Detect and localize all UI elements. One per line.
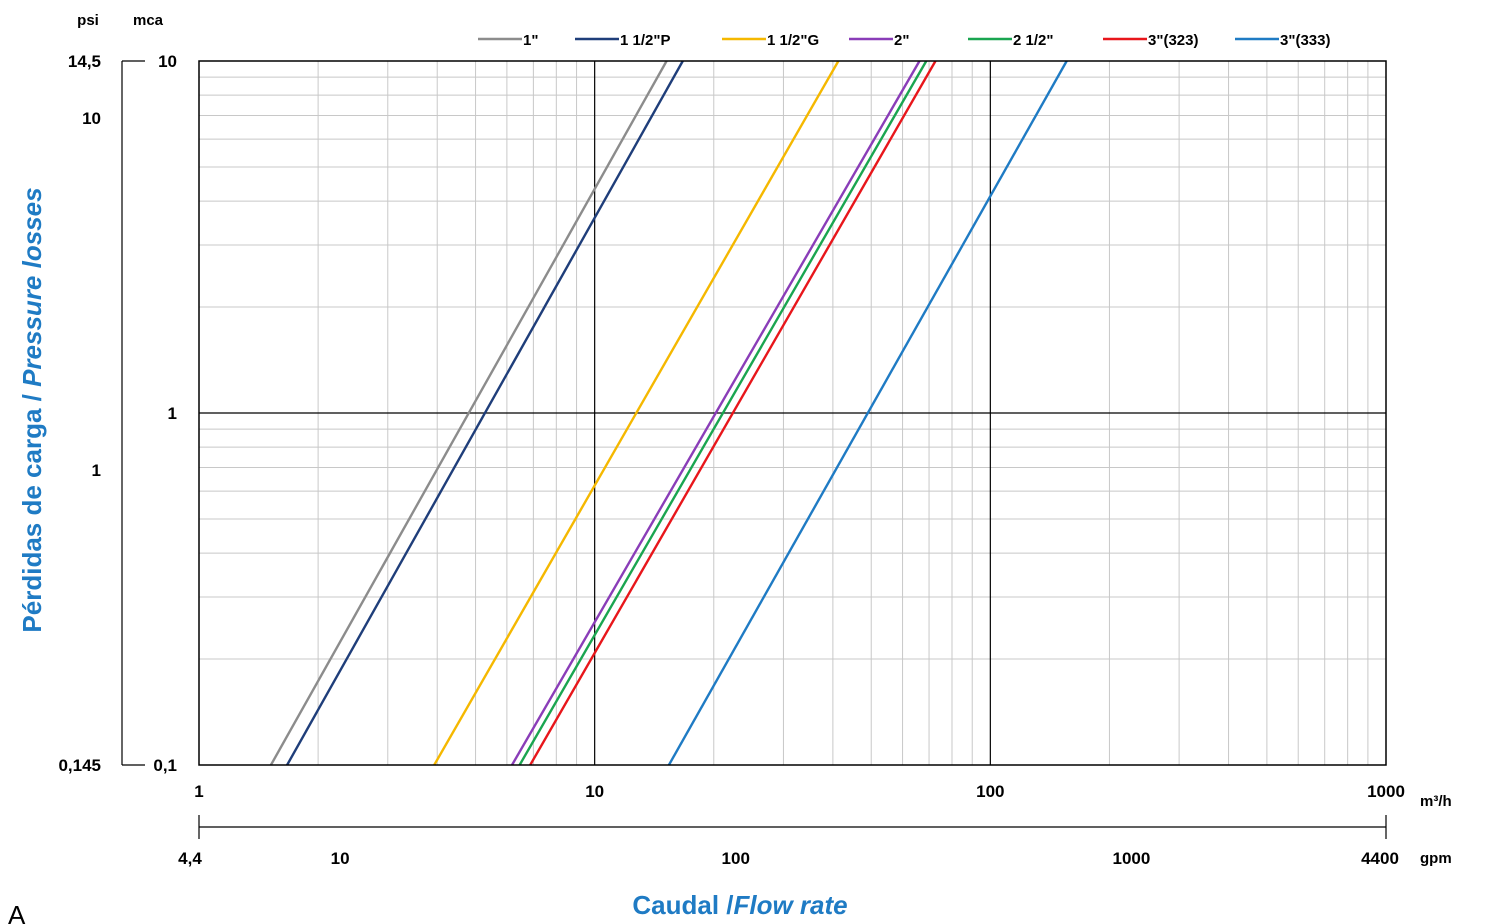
y-axis-title-es: Pérdidas de carga / bbox=[17, 387, 47, 633]
corner-mark: A bbox=[8, 900, 26, 924]
plot-frame bbox=[198, 60, 1387, 766]
legend-label: 2" bbox=[894, 32, 909, 49]
series-layer bbox=[269, 60, 1068, 766]
legend-label: 1" bbox=[523, 32, 538, 49]
x-tick-label-gpm: 4,4 bbox=[178, 849, 202, 868]
y-tick-label-psi: 0,145 bbox=[58, 756, 101, 775]
x-tick-label-m3h: 100 bbox=[976, 782, 1004, 801]
legend-label: 2 1/2" bbox=[1013, 32, 1053, 49]
grid-layer bbox=[199, 61, 1386, 765]
axis-layer: 1 10 100 1000 4,4 10 100 1000 4400 0,145 1 10 14,5 0,… bbox=[58, 52, 1404, 868]
legend-label: 1 1/2"P bbox=[620, 32, 670, 49]
y-tick-label-psi: 10 bbox=[82, 109, 101, 128]
y-right-unit-mca: mca bbox=[133, 12, 164, 29]
series-line bbox=[510, 60, 921, 766]
x-tick-label-m3h: 10 bbox=[585, 782, 604, 801]
y-tick-label-mca: 0,1 bbox=[153, 756, 177, 775]
legend-label: 3"(323) bbox=[1148, 32, 1198, 49]
x-primary-unit: m³/h bbox=[1420, 793, 1452, 810]
y-tick-label-mca: 10 bbox=[158, 52, 177, 71]
y-tick-label-mca: 1 bbox=[168, 404, 177, 423]
x-axis-title-en: Flow rate bbox=[734, 890, 848, 920]
x-tick-label-gpm: 100 bbox=[722, 849, 750, 868]
x-tick-label-m3h: 1000 bbox=[1367, 782, 1405, 801]
y-axis-title: Pérdidas de carga / Pressure losses bbox=[17, 187, 47, 632]
series-line bbox=[433, 60, 840, 766]
series-line bbox=[529, 60, 937, 766]
series-line bbox=[269, 60, 668, 766]
series-line bbox=[667, 60, 1068, 766]
x-tick-label-gpm: 1000 bbox=[1112, 849, 1150, 868]
legend-label: 1 1/2"G bbox=[767, 32, 819, 49]
series-line bbox=[518, 60, 928, 766]
x-axis-title: Caudal /Flow rate bbox=[632, 890, 847, 920]
y-tick-label-psi: 14,5 bbox=[68, 52, 101, 71]
x-axis-title-es: Caudal / bbox=[632, 890, 733, 920]
legend: 1" 1 1/2"P 1 1/2"G 2" 2 1/2" 3"(323) 3"(333) bbox=[478, 32, 1330, 49]
legend-label: 3"(333) bbox=[1280, 32, 1330, 49]
y-axis-title-en: Pressure losses bbox=[17, 187, 47, 386]
y-tick-label-psi: 1 bbox=[92, 461, 101, 480]
x-tick-label-gpm: 4400 bbox=[1361, 849, 1399, 868]
x-tick-label-m3h: 1 bbox=[194, 782, 203, 801]
x-secondary-unit: gpm bbox=[1420, 850, 1452, 867]
series-line bbox=[286, 60, 684, 766]
y-left-unit-psi: psi bbox=[77, 12, 99, 29]
x-tick-label-gpm: 10 bbox=[331, 849, 350, 868]
